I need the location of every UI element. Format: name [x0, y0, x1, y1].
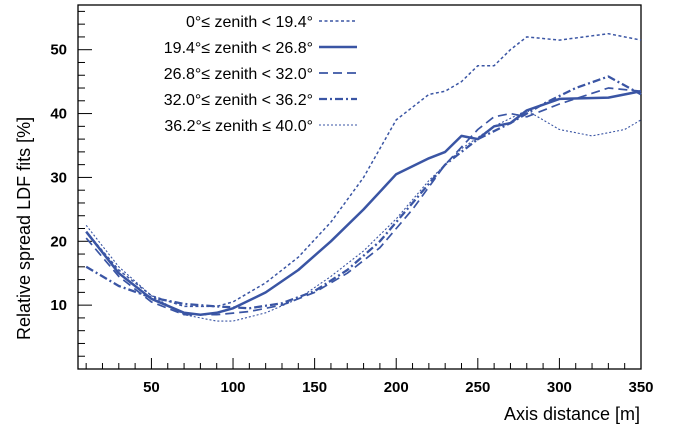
legend-label-1: 0°≤ zenith < 19.4° [186, 14, 313, 31]
x-tick-label: 100 [221, 379, 246, 396]
series-lines [85, 32, 642, 322]
plot-frame [77, 4, 642, 370]
legend-label-4: 32.0°≤ zenith < 36.2° [164, 92, 313, 109]
y-tick-label: 10 [50, 297, 67, 314]
legend-label-5: 36.2°≤ zenith ≤ 40.0° [164, 118, 313, 135]
series-line-2 [85, 89, 642, 316]
x-tick-label: 50 [143, 379, 160, 396]
legend-label-3: 26.8°≤ zenith < 32.0° [164, 66, 313, 83]
x-tick-label: 250 [465, 379, 490, 396]
series-line-5 [85, 109, 642, 322]
series-line-4 [85, 75, 642, 310]
y-tick-label: 40 [50, 106, 67, 123]
x-axis-title: Axis distance [m] [504, 404, 640, 424]
series-line-3 [85, 87, 642, 316]
y-axis-title: Relative spread LDF fits [%] [14, 117, 34, 340]
tick-labels: 50 100 150 200 250 300 350 10 20 30 40 50 [50, 42, 653, 396]
x-tick-label: 200 [384, 379, 409, 396]
y-tick-label: 50 [50, 42, 67, 59]
x-tick-label: 150 [302, 379, 327, 396]
series-line-1 [85, 32, 642, 308]
y-tick-label: 20 [50, 233, 67, 250]
legend: 0°≤ zenith < 19.4° 19.4°≤ zenith < 26.8° 2… [164, 14, 357, 135]
legend-label-2: 19.4°≤ zenith < 26.8° [164, 40, 313, 57]
x-tick-label: 300 [547, 379, 572, 396]
x-tick-label: 350 [628, 379, 653, 396]
axis-ticks [78, 10, 642, 369]
y-tick-label: 30 [50, 169, 67, 186]
